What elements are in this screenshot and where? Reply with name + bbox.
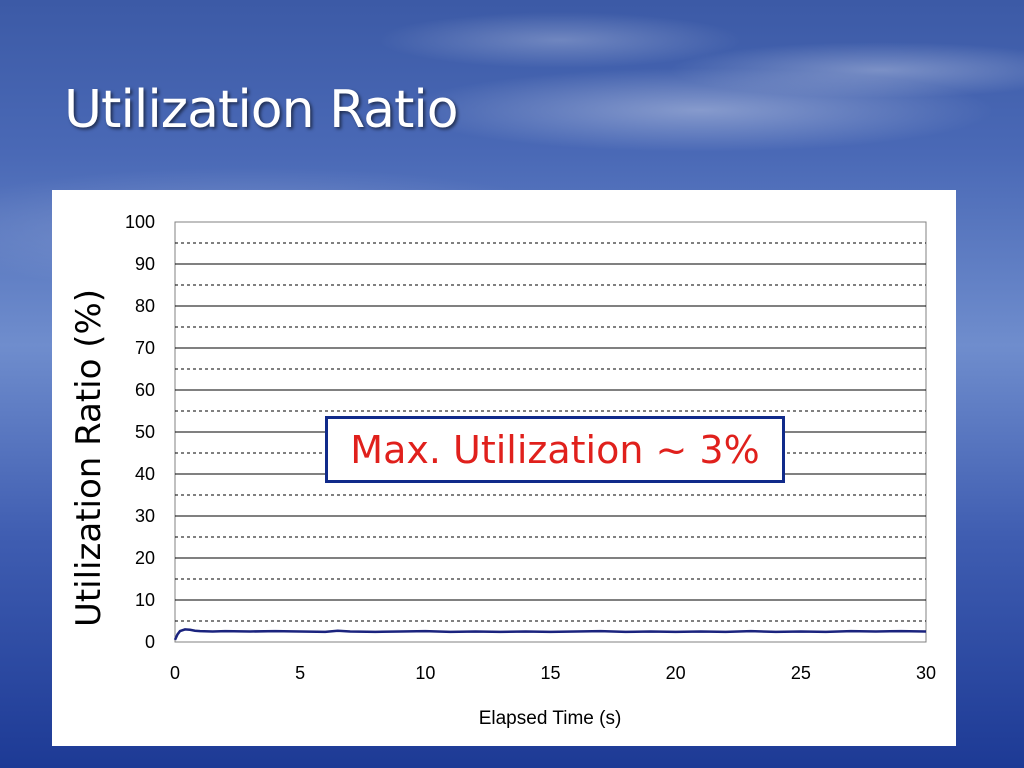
series-line: [173, 628, 927, 641]
y-tick-label: 10: [135, 590, 155, 610]
x-tick-label: 25: [791, 663, 811, 683]
annotation-text: Max. Utilization ~ 3%: [350, 427, 760, 472]
y-tick-label: 30: [135, 506, 155, 526]
x-tick-label: 20: [666, 663, 686, 683]
chart-panel: 0 10 20 30 40 50 60 70 80 90 100 0 5 10 15 20 25 30 Util…: [52, 190, 956, 746]
y-tick-label: 20: [135, 548, 155, 568]
y-tick-label: 90: [135, 254, 155, 274]
y-tick-label: 60: [135, 380, 155, 400]
y-tick-label: 70: [135, 338, 155, 358]
y-tick-label: 0: [145, 632, 155, 652]
x-tick-label: 30: [916, 663, 936, 683]
y-axis-label: Utilization Ratio (%): [69, 289, 109, 627]
y-tick-label: 100: [125, 212, 155, 232]
y-tick-label: 50: [135, 422, 155, 442]
x-tick-label: 0: [170, 663, 180, 683]
x-axis-label: Elapsed Time (s): [479, 708, 622, 729]
line-chart: 0 10 20 30 40 50 60 70 80 90 100 0 5 10 15 20 25 30 Util…: [69, 212, 936, 729]
x-tick-label: 5: [295, 663, 305, 683]
x-tick-label: 15: [540, 663, 560, 683]
annotation-box: Max. Utilization ~ 3%: [325, 416, 785, 483]
slide-title: Utilization Ratio: [64, 80, 459, 140]
x-tick-label: 10: [415, 663, 435, 683]
y-tick-label: 80: [135, 296, 155, 316]
y-tick-label: 40: [135, 464, 155, 484]
